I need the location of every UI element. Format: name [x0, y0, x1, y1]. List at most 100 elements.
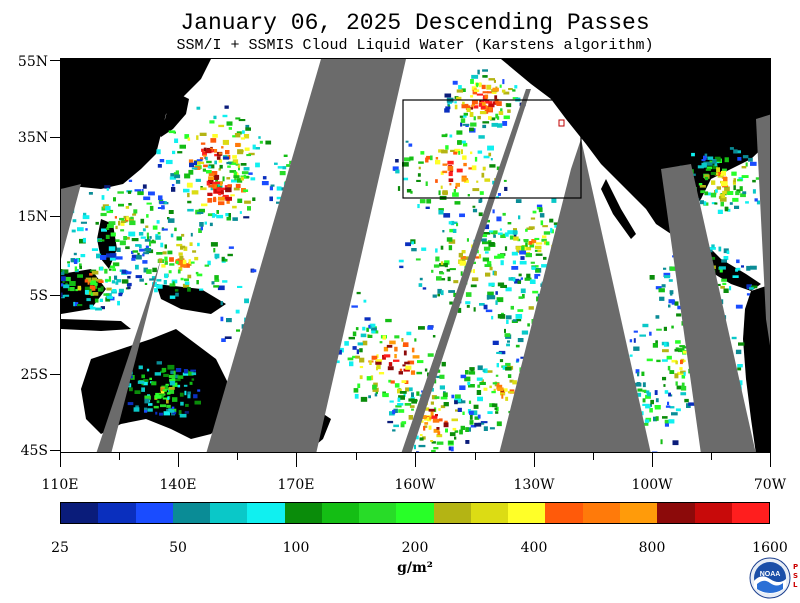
cloud-patch: [479, 382, 486, 385]
cloud-patch: [647, 359, 653, 362]
cloud-patch: [457, 89, 463, 92]
cloud-patch: [442, 230, 444, 232]
cloud-patch: [484, 178, 490, 181]
cloud-patch: [673, 440, 679, 445]
cloud-patch: [151, 381, 156, 385]
cloud-patch: [445, 429, 448, 433]
cloud-patch: [349, 337, 355, 340]
cloud-patch: [711, 193, 716, 198]
color-scale-segment: [583, 503, 620, 523]
cloud-patch: [645, 419, 649, 423]
lon-tick: [415, 453, 416, 467]
cloud-patch: [400, 391, 407, 394]
cloud-patch: [526, 253, 533, 257]
cloud-patch: [737, 364, 743, 367]
cloud-patch: [232, 206, 237, 209]
cloud-patch: [479, 212, 483, 216]
cloud-patch: [513, 279, 515, 282]
legend-label-1600: 1600: [740, 541, 800, 555]
cloud-patch: [67, 261, 70, 263]
cloud-patch: [180, 393, 184, 397]
cloud-patch: [170, 173, 174, 176]
cloud-patch: [480, 198, 482, 202]
cloud-patch: [189, 259, 191, 264]
cloud-patch: [184, 391, 186, 395]
cloud-patch: [227, 166, 231, 168]
cloud-patch: [229, 213, 232, 217]
cloud-patch: [478, 415, 481, 419]
cloud-patch: [61, 269, 62, 272]
cloud-patch: [173, 281, 175, 285]
cloud-patch: [156, 279, 161, 281]
cloud-patch: [491, 316, 493, 320]
cloud-patch: [512, 380, 517, 384]
lat-label-15n: 15N: [0, 210, 48, 224]
cloud-patch: [440, 385, 445, 389]
cloud-patch: [732, 337, 737, 339]
cloud-patch: [177, 236, 182, 240]
cloud-patch: [743, 155, 749, 158]
cloud-patch: [483, 258, 489, 262]
cloud-patch: [344, 341, 349, 346]
cloud-patch: [454, 400, 458, 404]
page-title: January 06, 2025 Descending Passes: [0, 10, 800, 36]
cloud-patch: [485, 273, 490, 277]
cloud-patch: [740, 186, 743, 191]
cloud-patch: [513, 261, 516, 265]
cloud-patch: [420, 151, 424, 155]
cloud-patch: [233, 175, 239, 178]
cloud-patch: [434, 264, 439, 267]
cloud-patch: [435, 160, 440, 165]
cloud-patch: [493, 235, 496, 238]
cloud-patch: [430, 156, 433, 161]
cloud-patch: [508, 88, 513, 90]
cloud-patch: [184, 385, 188, 387]
cloud-patch: [149, 242, 151, 247]
cloud-patch: [483, 369, 486, 372]
lon-label-110e: 110E: [20, 478, 100, 492]
cloud-patch: [77, 227, 84, 231]
cloud-patch: [397, 403, 403, 406]
map-panel: [60, 58, 771, 453]
cloud-patch: [232, 217, 238, 221]
cloud-patch: [435, 414, 438, 416]
cloud-patch: [220, 165, 223, 169]
cloud-patch: [426, 181, 428, 186]
cloud-patch: [462, 102, 465, 105]
cloud-patch: [467, 382, 470, 385]
cloud-patch: [637, 389, 642, 392]
cloud-patch: [472, 188, 479, 191]
cloud-patch: [392, 410, 395, 414]
cloud-patch: [493, 209, 495, 213]
cloud-patch: [359, 348, 363, 352]
cloud-patch: [750, 162, 757, 166]
cloud-patch: [172, 184, 175, 187]
cloud-patch: [162, 229, 168, 231]
cloud-patch: [493, 101, 495, 104]
cloud-patch: [243, 189, 248, 192]
cloud-patch: [419, 283, 423, 287]
cloud-patch: [679, 367, 682, 370]
cloud-patch: [355, 356, 360, 359]
cloud-patch: [461, 375, 467, 379]
cloud-patch: [663, 384, 665, 387]
cloud-patch: [221, 146, 223, 148]
cloud-patch: [511, 277, 513, 281]
cloud-patch: [659, 288, 665, 292]
cloud-patch: [165, 201, 167, 204]
lat-tick: [50, 374, 60, 375]
cloud-patch: [228, 254, 233, 256]
cloud-patch: [674, 373, 678, 378]
cloud-patch: [469, 411, 474, 415]
cloud-patch: [458, 408, 462, 412]
cloud-patch: [395, 159, 399, 163]
cloud-patch: [522, 331, 528, 335]
cloud-patch: [431, 411, 434, 415]
cloud-patch: [505, 246, 507, 251]
cloud-patch: [649, 332, 652, 336]
lon-label-170e: 170E: [256, 478, 336, 492]
cloud-patch: [167, 396, 169, 400]
cloud-patch: [229, 127, 232, 130]
cloud-patch: [643, 382, 646, 387]
cloud-patch: [244, 167, 250, 170]
